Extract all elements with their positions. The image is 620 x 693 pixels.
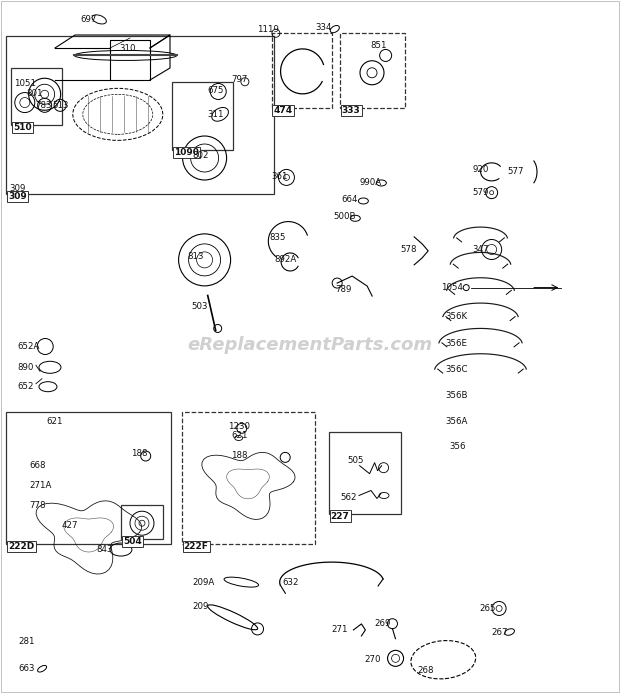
Text: 356B: 356B xyxy=(445,391,467,399)
Text: 663: 663 xyxy=(19,665,35,673)
Text: 835: 835 xyxy=(270,234,286,242)
Text: 1051: 1051 xyxy=(14,79,35,87)
Text: 309: 309 xyxy=(9,184,25,193)
Text: 356K: 356K xyxy=(445,313,467,321)
Text: 265: 265 xyxy=(479,604,496,613)
Text: 1119: 1119 xyxy=(257,26,279,34)
Text: 652A: 652A xyxy=(17,342,40,351)
Text: 222D: 222D xyxy=(8,542,35,551)
Text: 697: 697 xyxy=(81,15,97,24)
Text: 270: 270 xyxy=(364,656,381,664)
Bar xyxy=(6,412,170,544)
Text: 579: 579 xyxy=(472,188,489,197)
Bar xyxy=(182,412,315,544)
Text: 801: 801 xyxy=(27,89,43,98)
Text: 334: 334 xyxy=(315,24,332,32)
Text: 562: 562 xyxy=(340,493,357,502)
Text: 632: 632 xyxy=(282,578,299,586)
Bar xyxy=(340,33,405,108)
Text: 675: 675 xyxy=(208,86,224,94)
Text: 356: 356 xyxy=(450,443,466,451)
Text: 1230: 1230 xyxy=(228,422,250,430)
Text: 990A: 990A xyxy=(360,178,382,186)
Text: 843: 843 xyxy=(96,545,113,554)
Bar xyxy=(172,82,233,150)
Text: 209: 209 xyxy=(192,602,208,611)
Text: 783: 783 xyxy=(35,101,52,109)
Text: 347: 347 xyxy=(472,245,489,254)
Text: 209A: 209A xyxy=(192,578,215,586)
Text: 813: 813 xyxy=(187,252,204,261)
Text: 1090: 1090 xyxy=(174,148,199,157)
Text: 890: 890 xyxy=(17,363,33,371)
Text: 664: 664 xyxy=(341,195,358,204)
Text: 505: 505 xyxy=(347,457,364,465)
Text: 310: 310 xyxy=(120,44,136,53)
Text: 510: 510 xyxy=(13,123,32,132)
Bar xyxy=(11,68,62,125)
Text: 268: 268 xyxy=(417,667,434,675)
Text: 577: 577 xyxy=(507,168,524,176)
Text: 271A: 271A xyxy=(29,481,51,489)
Text: 504: 504 xyxy=(123,537,141,546)
Text: 789: 789 xyxy=(335,286,351,294)
Bar xyxy=(121,505,163,539)
Text: 356E: 356E xyxy=(445,339,467,347)
Text: 311: 311 xyxy=(208,110,224,119)
Text: 427: 427 xyxy=(62,521,79,529)
Text: 309: 309 xyxy=(8,192,27,201)
Text: eReplacementParts.com: eReplacementParts.com xyxy=(187,336,433,354)
Bar xyxy=(329,432,401,514)
Text: 356C: 356C xyxy=(445,365,467,374)
Text: 281: 281 xyxy=(19,637,35,645)
Text: 797: 797 xyxy=(231,76,247,84)
Text: 778: 778 xyxy=(29,502,46,510)
Text: 474: 474 xyxy=(273,106,293,115)
Text: 513: 513 xyxy=(53,101,69,109)
Text: 267: 267 xyxy=(492,628,508,636)
Text: 668: 668 xyxy=(29,462,46,470)
Text: 578: 578 xyxy=(400,245,417,254)
Text: 920: 920 xyxy=(472,166,489,174)
Text: 227: 227 xyxy=(330,511,350,520)
Text: 1054: 1054 xyxy=(441,283,463,292)
Text: 188: 188 xyxy=(231,452,248,460)
Text: 500B: 500B xyxy=(334,213,356,221)
Text: 652: 652 xyxy=(17,383,34,391)
Text: 892A: 892A xyxy=(274,256,296,264)
Text: 621: 621 xyxy=(46,417,63,426)
Text: 269: 269 xyxy=(374,620,390,628)
Text: 361: 361 xyxy=(272,173,288,181)
Text: 851: 851 xyxy=(370,41,387,49)
Bar xyxy=(6,36,274,194)
Bar xyxy=(272,33,332,108)
Text: 333: 333 xyxy=(342,106,360,115)
Text: 621: 621 xyxy=(231,431,248,439)
Text: 188: 188 xyxy=(131,450,148,458)
Text: 271: 271 xyxy=(332,625,348,633)
Text: 222F: 222F xyxy=(184,542,208,551)
Text: 802: 802 xyxy=(192,152,209,160)
Text: 356A: 356A xyxy=(445,417,467,426)
Text: 503: 503 xyxy=(191,303,208,311)
